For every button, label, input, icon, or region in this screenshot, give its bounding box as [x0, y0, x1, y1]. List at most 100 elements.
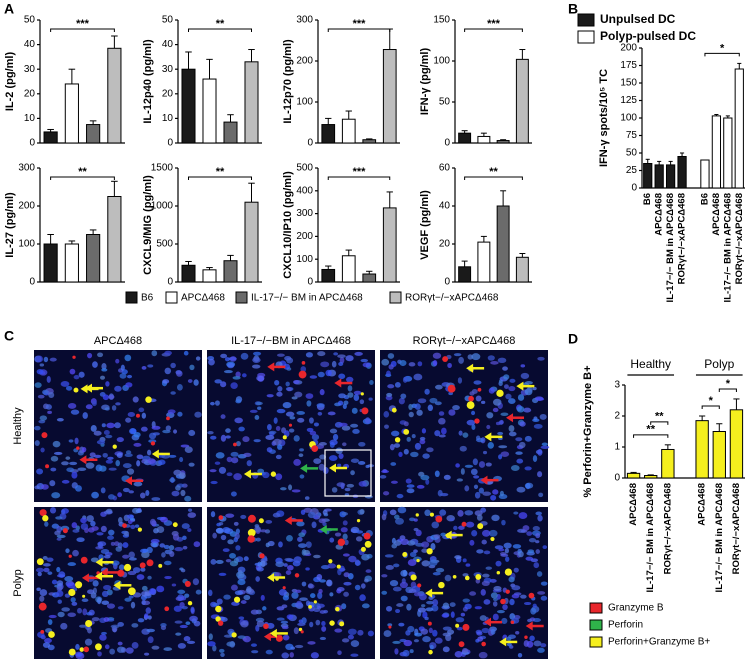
nucleus	[408, 411, 414, 418]
error-bar	[630, 471, 637, 474]
column-header: APCΔ468	[94, 335, 142, 347]
nucleus	[480, 400, 486, 404]
cell-signal	[80, 556, 88, 564]
nucleus	[492, 489, 499, 495]
nucleus	[396, 493, 404, 499]
nucleus	[443, 474, 451, 480]
nucleus	[420, 628, 429, 635]
nucleus	[37, 571, 42, 577]
nucleus	[381, 513, 387, 521]
arrow-head	[267, 573, 275, 583]
nucleus	[235, 441, 241, 447]
nucleus	[288, 428, 295, 433]
nucleus	[301, 581, 307, 587]
nucleus	[61, 508, 69, 514]
cell-signal	[416, 558, 420, 563]
cell-signal	[76, 446, 80, 450]
cell-signal	[391, 407, 397, 413]
nucleus	[122, 542, 129, 548]
nucleus	[184, 495, 192, 502]
nucleus	[108, 394, 115, 400]
nucleus	[254, 524, 260, 528]
nucleus	[93, 430, 102, 436]
cell-signal	[68, 648, 76, 656]
cell-signal	[258, 518, 264, 524]
nucleus	[146, 546, 153, 554]
x-tick-label: IL-17−/− BM in APCΔ468	[722, 193, 733, 302]
nucleus	[147, 575, 152, 580]
error-bar	[89, 229, 97, 235]
nucleus	[318, 588, 323, 594]
nucleus	[218, 521, 224, 526]
nucleus	[225, 428, 231, 433]
error-bar	[68, 240, 76, 244]
nucleus	[277, 444, 283, 450]
y-axis-label: CXCL10/IP10 (pg/ml)	[282, 171, 294, 279]
cell-signal	[259, 553, 265, 559]
nucleus	[354, 351, 363, 356]
error-bar	[668, 160, 673, 165]
error-bar	[733, 398, 740, 410]
nucleus	[283, 563, 288, 567]
error-bar	[345, 249, 352, 256]
nucleus	[141, 599, 146, 606]
nucleus	[282, 401, 292, 409]
y-axis-label: CXCL9/MIG (pg/ml)	[142, 175, 154, 275]
nucleus	[251, 650, 259, 654]
legend-swatch	[577, 30, 595, 44]
cell-signal	[68, 588, 76, 597]
nucleus	[473, 475, 480, 479]
nucleus	[190, 606, 195, 613]
nucleus	[510, 464, 520, 471]
nucleus	[278, 588, 287, 596]
nucleus	[311, 434, 320, 441]
nucleus	[179, 457, 184, 463]
nucleus	[39, 363, 45, 367]
nucleus	[462, 598, 470, 603]
nucleus	[163, 560, 172, 566]
bar	[661, 448, 675, 479]
y-tick-label: 0	[307, 138, 313, 149]
bar	[496, 140, 510, 144]
y-tick-label: 500	[296, 163, 313, 174]
nucleus	[117, 606, 124, 610]
nucleus	[394, 381, 401, 388]
nucleus	[329, 592, 334, 597]
nucleus	[305, 600, 311, 607]
nucleus	[331, 487, 338, 493]
nucleus	[266, 394, 274, 398]
nucleus	[338, 393, 346, 399]
cell-signal	[528, 592, 535, 599]
nucleus	[126, 468, 135, 475]
nucleus	[340, 527, 348, 533]
nucleus	[409, 551, 417, 558]
nucleus	[159, 543, 165, 548]
nucleus	[283, 363, 291, 370]
nucleus	[119, 373, 127, 379]
arrow-head	[95, 557, 103, 567]
cell-signal	[146, 559, 154, 567]
arrow-head	[79, 455, 87, 465]
nucleus	[57, 611, 65, 618]
cell-signal	[72, 355, 76, 359]
nucleus	[47, 410, 52, 415]
nucleus	[90, 520, 96, 527]
nucleus	[72, 549, 79, 557]
panel-label: C	[4, 328, 14, 344]
nucleus	[358, 480, 367, 487]
cell-signal	[233, 442, 237, 447]
nucleus	[298, 543, 307, 548]
nucleus	[233, 521, 239, 526]
nucleus	[347, 628, 357, 635]
cell-signal	[298, 627, 303, 632]
nucleus	[433, 534, 441, 539]
arrow-head	[113, 580, 121, 590]
arrow-head	[480, 475, 488, 485]
nucleus	[280, 620, 289, 624]
nucleus	[431, 521, 440, 529]
nucleus	[506, 636, 512, 641]
nucleus	[227, 362, 235, 369]
arrow-head	[466, 363, 474, 373]
nucleus	[75, 485, 82, 492]
nucleus	[343, 572, 350, 578]
